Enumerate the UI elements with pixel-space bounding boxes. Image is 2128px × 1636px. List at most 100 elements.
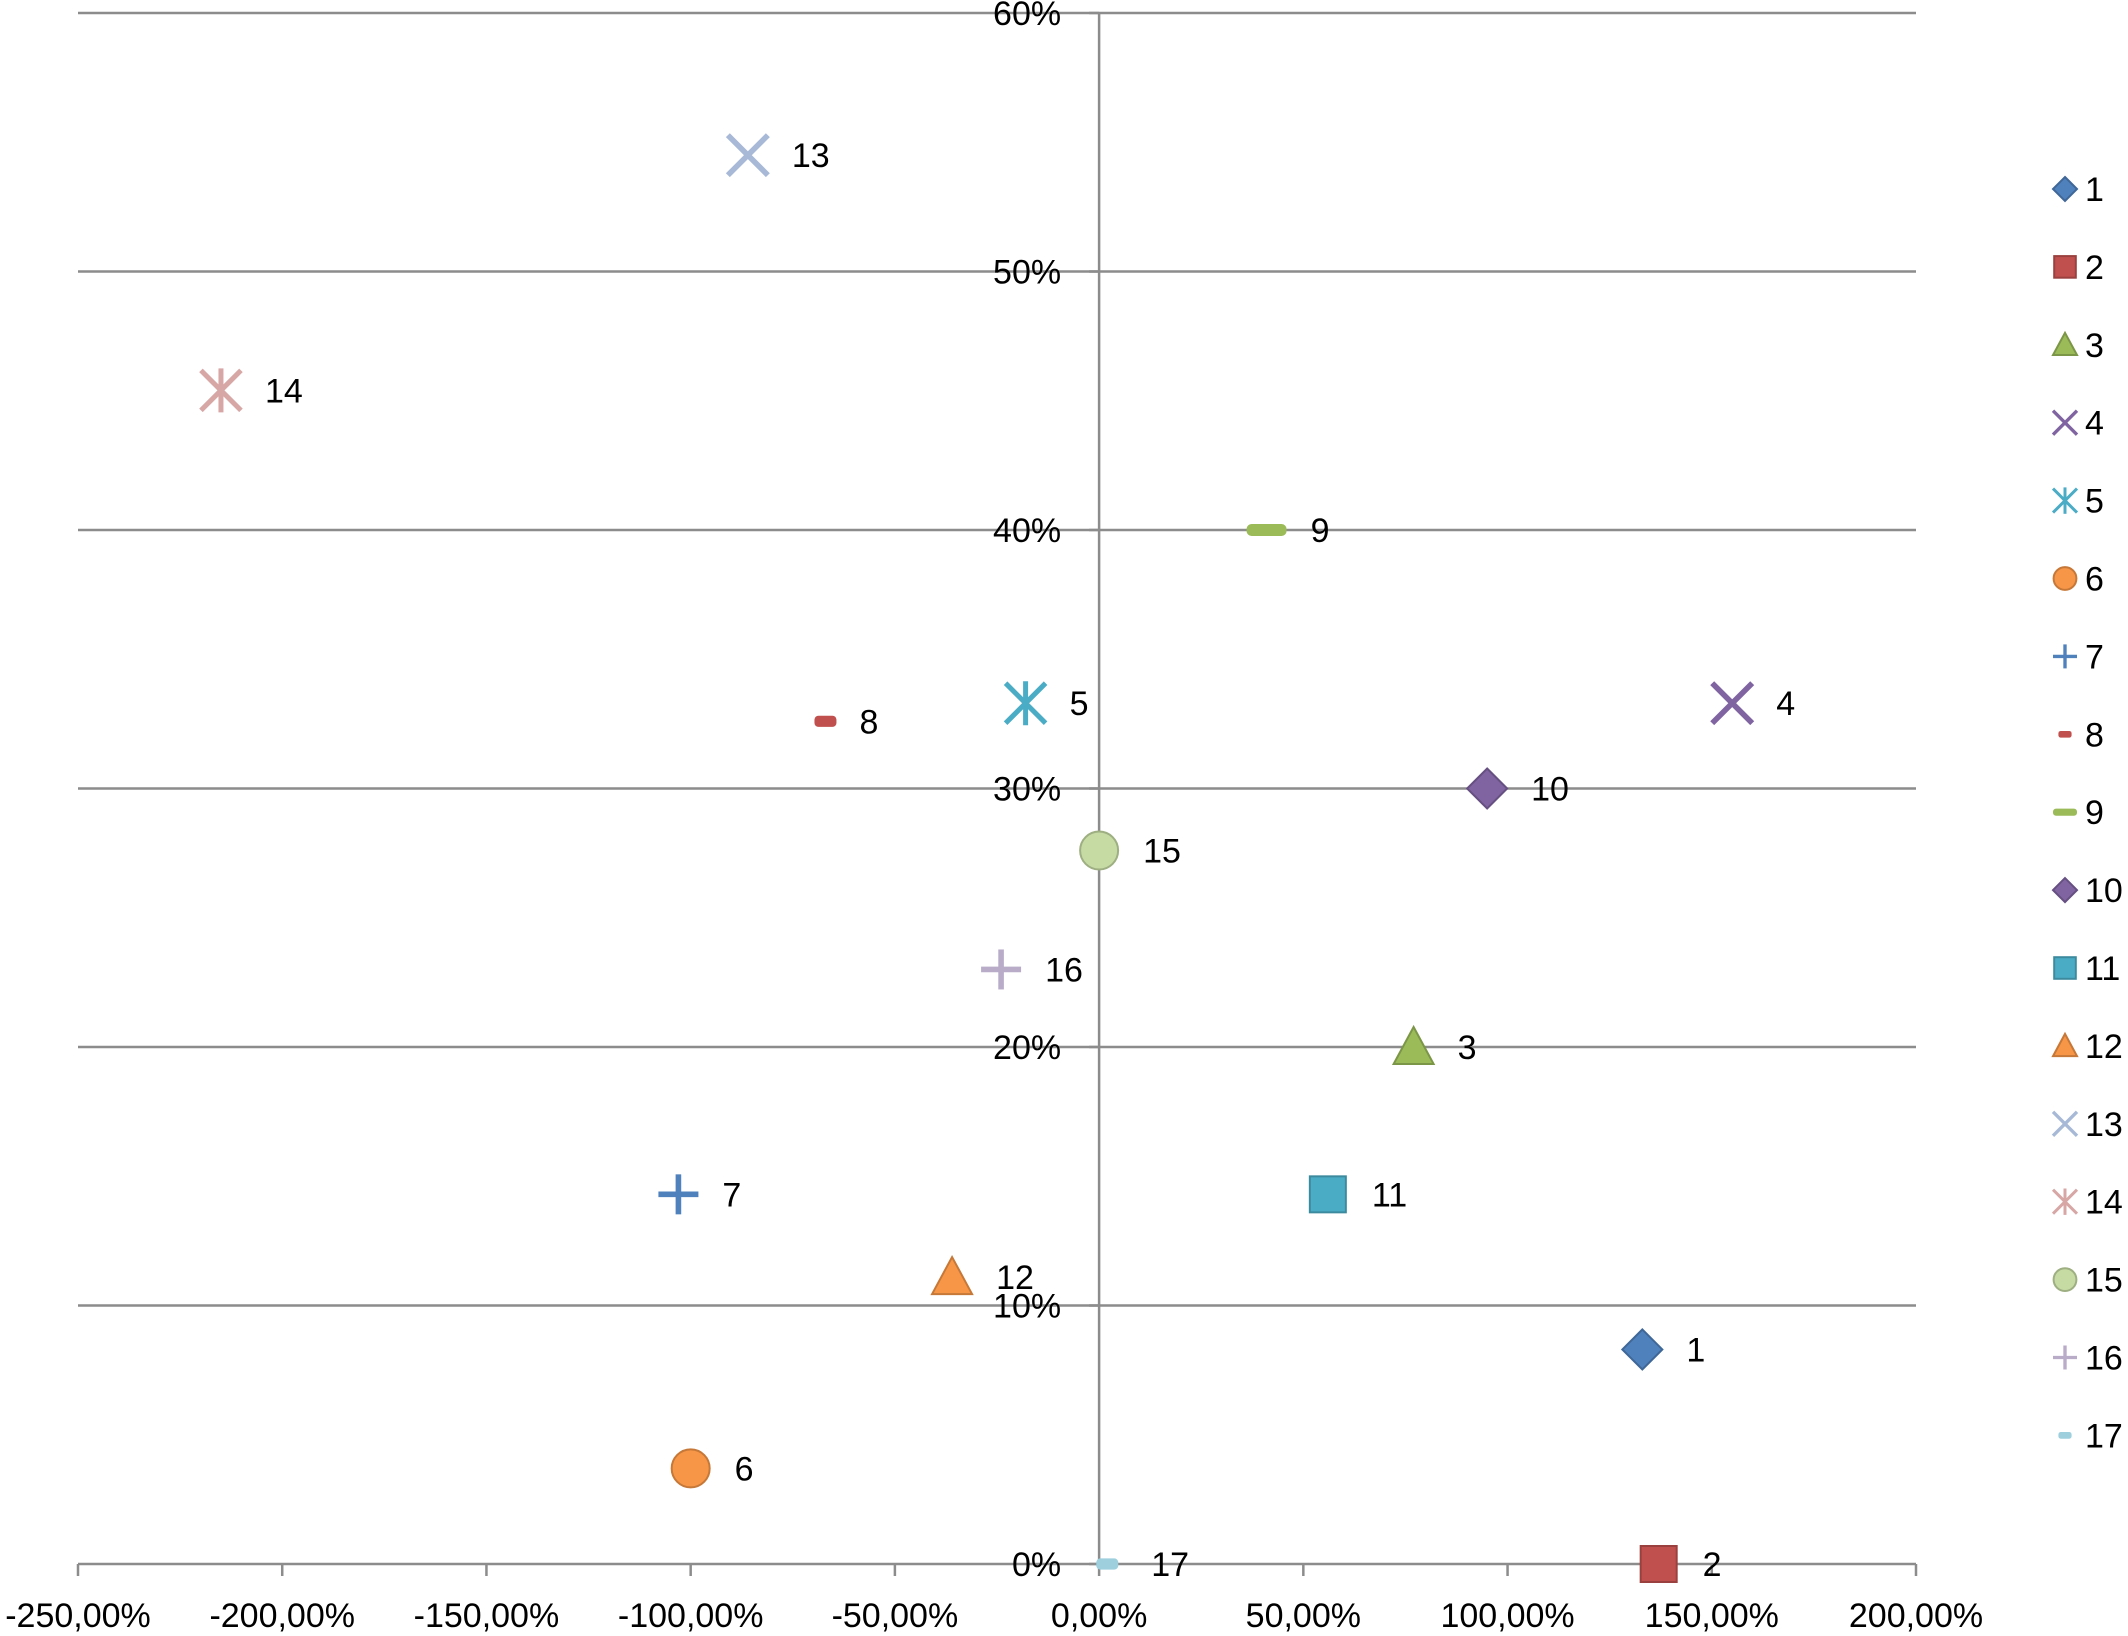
point-label: 5 xyxy=(1070,685,1089,723)
x-tick-label: 100,00% xyxy=(1440,1597,1574,1635)
legend-marker xyxy=(2051,1110,2079,1137)
axes xyxy=(76,11,1918,1576)
point-label: 14 xyxy=(265,372,303,410)
legend-marker xyxy=(2058,730,2072,738)
legend-marker xyxy=(2051,876,2079,904)
point-label: 6 xyxy=(735,1450,754,1488)
legend-marker xyxy=(2051,330,2079,356)
legend-marker xyxy=(2052,566,2078,591)
data-point xyxy=(1620,1328,1664,1371)
x-tick-label: -100,00% xyxy=(618,1597,764,1635)
legend-label: 3 xyxy=(2085,327,2104,365)
point-label: 3 xyxy=(1458,1029,1477,1067)
legend-label: 6 xyxy=(2085,561,2104,599)
legend-marker xyxy=(2051,175,2079,203)
marker-shape xyxy=(2053,808,2077,816)
point-label: 13 xyxy=(792,137,830,175)
data-point xyxy=(658,1174,699,1215)
point-label: 9 xyxy=(1311,512,1330,550)
legend-marker xyxy=(2053,1345,2077,1370)
marker-shape xyxy=(814,715,837,727)
marker-stroke xyxy=(2051,1110,2079,1137)
legend-label: 8 xyxy=(2085,716,2104,754)
legend-label: 2 xyxy=(2085,249,2104,287)
marker-shape xyxy=(1391,1024,1436,1065)
y-tick-label: 20% xyxy=(993,1029,1061,1067)
legend-label: 17 xyxy=(2085,1417,2123,1455)
data-point xyxy=(1096,1558,1119,1570)
marker-shape xyxy=(2052,566,2078,591)
x-tick-label: 50,00% xyxy=(1246,1597,1361,1635)
point-label: 11 xyxy=(1372,1176,1407,1214)
marker-shape xyxy=(2053,255,2077,279)
legend-marker xyxy=(2053,644,2077,669)
point-label: 17 xyxy=(1151,1546,1189,1584)
legend-label: 5 xyxy=(2085,483,2104,521)
marker-shape xyxy=(2058,1432,2072,1439)
x-tick-label: -50,00% xyxy=(832,1597,959,1635)
marker-shape xyxy=(1308,1175,1347,1214)
marker-stroke xyxy=(1710,681,1755,726)
marker-shape xyxy=(1639,1545,1678,1583)
data-point xyxy=(1246,524,1287,536)
data-point xyxy=(670,1448,711,1489)
x-tick-label: 150,00% xyxy=(1645,1597,1779,1635)
marker-shape xyxy=(2051,1031,2079,1058)
marker-shape xyxy=(1246,524,1287,536)
marker-shape xyxy=(1465,767,1509,810)
legend-marker xyxy=(2051,1031,2079,1058)
point-label: 2 xyxy=(1703,1546,1722,1584)
point-label: 4 xyxy=(1776,685,1795,723)
data-point xyxy=(1308,1175,1347,1214)
marker-shape xyxy=(2051,175,2079,203)
point-label: 12 xyxy=(996,1259,1034,1297)
marker-shape xyxy=(2053,956,2077,980)
x-tick-label: 0,00% xyxy=(1051,1597,1147,1635)
legend-label: 4 xyxy=(2085,405,2104,443)
legend-label: 15 xyxy=(2085,1262,2123,1300)
point-label: 1 xyxy=(1686,1331,1705,1369)
marker-shape xyxy=(1096,1558,1119,1570)
data-point xyxy=(725,133,770,178)
y-tick-label: 10% xyxy=(993,1288,1061,1326)
point-label: 8 xyxy=(859,703,878,741)
marker-shape xyxy=(670,1448,711,1489)
marker-shape xyxy=(1079,830,1120,871)
data-point xyxy=(930,1254,974,1296)
point-label: 7 xyxy=(722,1176,741,1214)
legend-marker xyxy=(2053,808,2077,816)
marker-shape xyxy=(2051,876,2079,904)
marker-stroke xyxy=(725,133,770,178)
marker-shape xyxy=(2051,330,2079,356)
data-point xyxy=(981,949,1022,990)
y-tick-label: 0% xyxy=(1012,1546,1061,1584)
data-point xyxy=(1079,830,1120,871)
legend-marker xyxy=(2052,1267,2078,1292)
legend-marker xyxy=(2053,255,2077,279)
y-tick-label: 50% xyxy=(993,254,1061,292)
data-point xyxy=(1639,1545,1678,1583)
data-point xyxy=(1391,1024,1436,1065)
x-tick-label: -250,00% xyxy=(5,1597,151,1635)
legend-label: 16 xyxy=(2085,1340,2123,1378)
y-tick-label: 40% xyxy=(993,512,1061,550)
marker-shape xyxy=(2058,730,2072,738)
legend-marker xyxy=(2053,956,2077,980)
grid-lines xyxy=(78,11,1916,1307)
legend-label: 14 xyxy=(2085,1184,2123,1222)
marker-shape xyxy=(2052,1267,2078,1292)
legend-label: 10 xyxy=(2085,872,2123,910)
legend-marker xyxy=(2051,487,2079,514)
x-tick-label: 200,00% xyxy=(1849,1597,1983,1635)
y-tick-label: 30% xyxy=(993,771,1061,809)
legend-marker xyxy=(2051,409,2079,436)
legend-label: 11 xyxy=(2085,950,2120,988)
x-tick-label: -200,00% xyxy=(209,1597,355,1635)
data-point xyxy=(814,715,837,727)
data-point xyxy=(199,368,243,413)
legend-label: 9 xyxy=(2085,794,2104,832)
legend-label: 7 xyxy=(2085,638,2104,676)
